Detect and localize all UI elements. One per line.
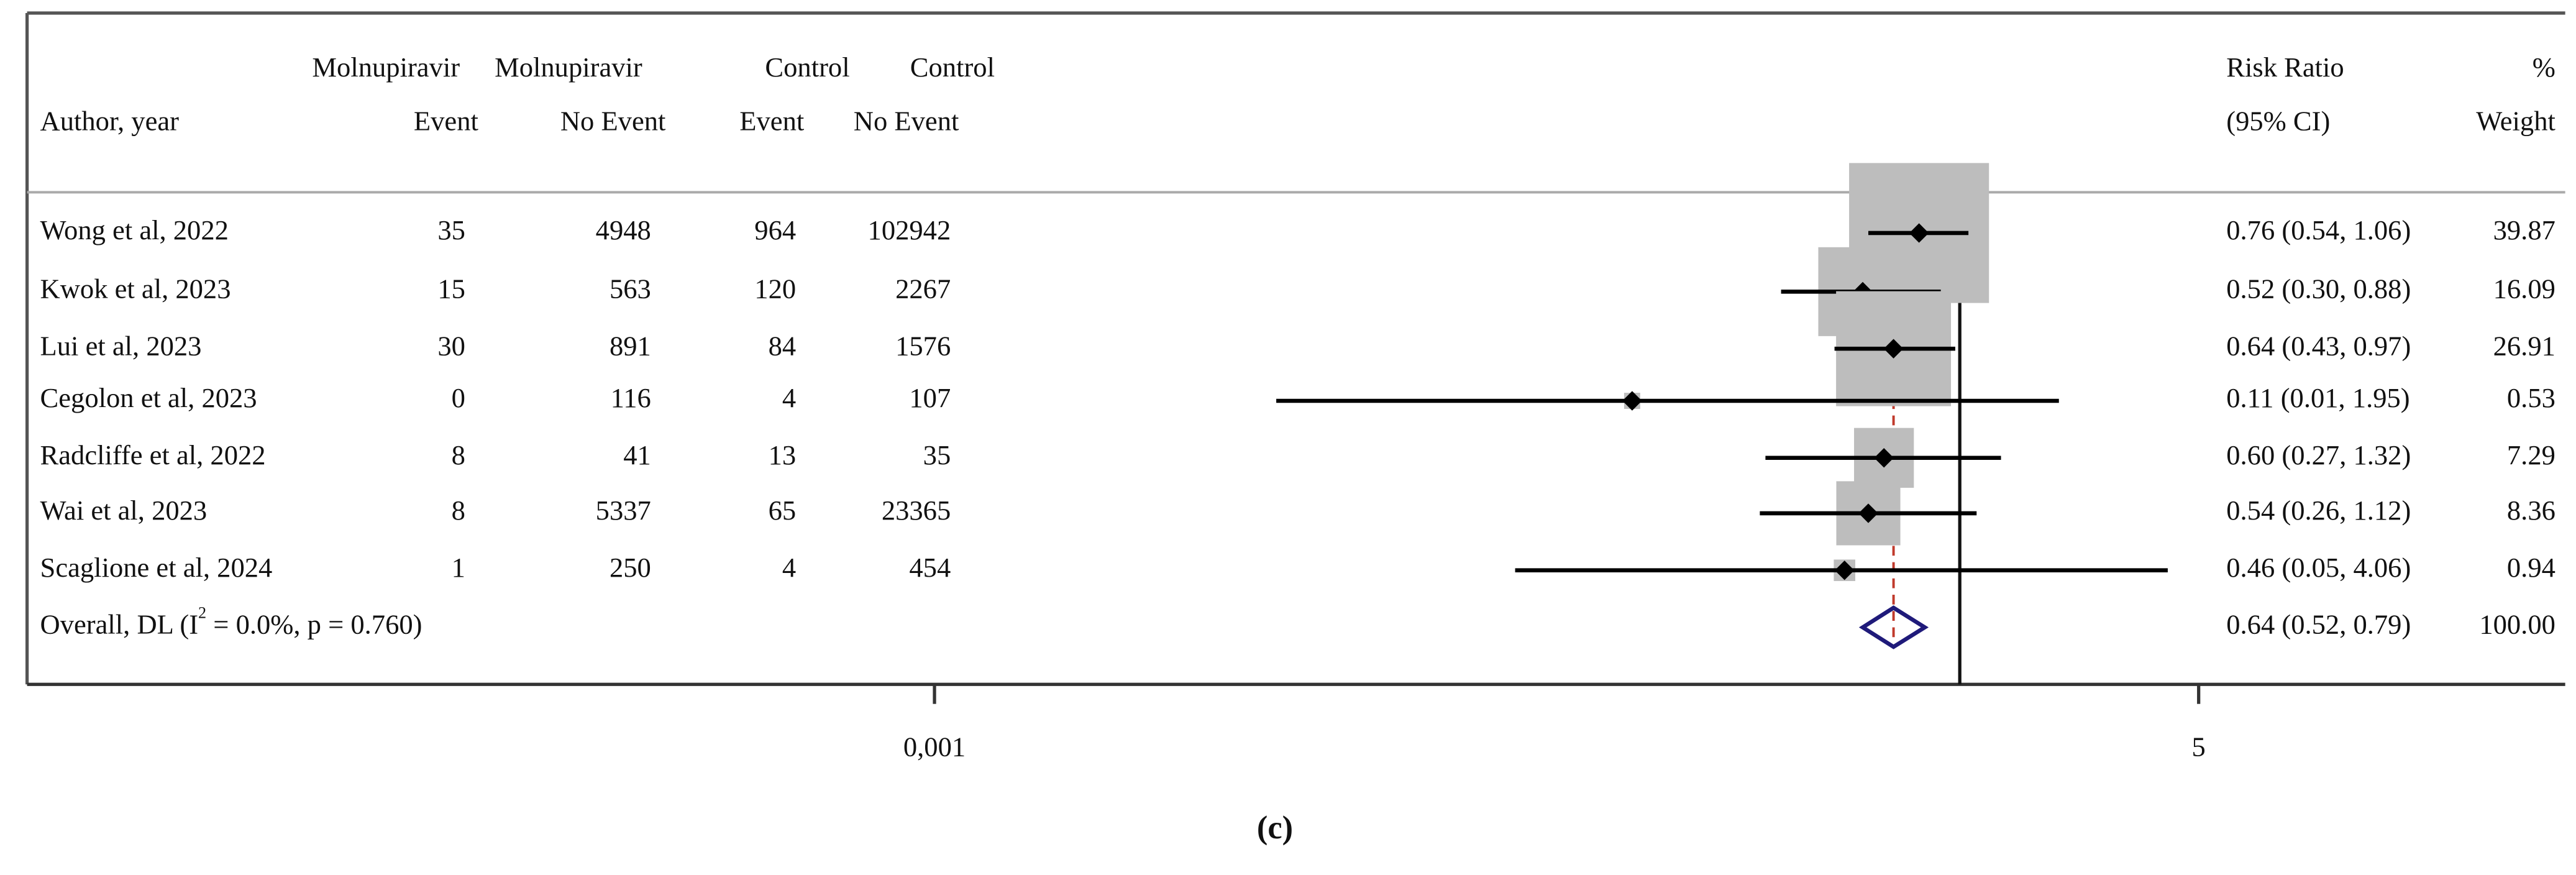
study-name: Scaglione et al, 2024 (40, 552, 273, 583)
count-cell: 454 (909, 552, 951, 583)
count-cell: 4 (782, 552, 796, 583)
study-name: Cegolon et al, 2023 (40, 382, 257, 413)
count-cell: 891 (610, 330, 651, 361)
overall-name-part: = 0.0%, p = 0.760) (206, 609, 422, 640)
count-cell: 13 (769, 439, 797, 470)
column-header: Control (765, 52, 849, 83)
column-header: Event (739, 106, 805, 137)
effect-label: 0.11 (0.01, 1.95) (2226, 382, 2409, 413)
x-tick-label: 5 (2192, 731, 2206, 762)
caption: (c) (1257, 810, 1293, 846)
count-cell: 65 (769, 495, 797, 526)
overall-superscript: 2 (198, 603, 206, 621)
effect-label: 0.76 (0.54, 1.06) (2226, 214, 2411, 245)
weight-label: 0.53 (2507, 382, 2555, 413)
study-name: Wai et al, 2023 (40, 495, 208, 526)
count-cell: 35 (923, 439, 951, 470)
effect-label: 0.46 (0.05, 4.06) (2226, 552, 2411, 583)
point-estimate (1909, 223, 1929, 243)
weight-header: Weight (2476, 106, 2555, 137)
count-cell: 120 (754, 273, 796, 305)
column-header: Molnupiravir (495, 52, 642, 83)
overall-name: Overall, DL (I2 = 0.0%, p = 0.760) (40, 603, 422, 639)
x-tick-label: 0,001 (903, 731, 966, 762)
study-name: Wong et al, 2022 (40, 214, 229, 245)
weight-label: 100.00 (2479, 609, 2555, 640)
count-cell: 8 (452, 439, 465, 470)
column-header: No Event (560, 106, 666, 137)
count-cell: 35 (437, 214, 465, 245)
column-header: No Event (854, 106, 959, 137)
effect-label: 0.54 (0.26, 1.12) (2226, 495, 2411, 526)
effect-label: 0.52 (0.30, 0.88) (2226, 273, 2411, 305)
count-cell: 250 (610, 552, 651, 583)
column-header: Molnupiravir (312, 52, 460, 83)
count-cell: 8 (452, 495, 465, 526)
weight-header: % (2533, 52, 2555, 83)
weight-label: 0.94 (2507, 552, 2555, 583)
count-cell: 563 (610, 273, 651, 305)
effect-label: 0.64 (0.52, 0.79) (2226, 609, 2411, 640)
count-cell: 102942 (868, 214, 951, 245)
overall-name-part: Overall, DL (I (40, 609, 198, 640)
count-cell: 41 (623, 439, 651, 470)
weight-label: 8.36 (2507, 495, 2555, 526)
point-estimate (1874, 448, 1894, 468)
count-cell: 23365 (882, 495, 951, 526)
count-cell: 4948 (596, 214, 651, 245)
count-cell: 4 (782, 382, 796, 413)
count-cell: 116 (611, 382, 651, 413)
count-cell: 1576 (895, 330, 951, 361)
point-estimate (1622, 391, 1642, 411)
effect-header: Risk Ratio (2226, 52, 2344, 83)
count-cell: 15 (437, 273, 465, 305)
point-estimate (1858, 503, 1878, 523)
count-cell: 84 (769, 330, 797, 361)
weight-label: 39.87 (2493, 214, 2555, 245)
study-name: Lui et al, 2023 (40, 330, 202, 361)
effect-label: 0.60 (0.27, 1.32) (2226, 439, 2411, 470)
effect-header: (95% CI) (2226, 106, 2330, 137)
count-cell: 107 (909, 382, 951, 413)
count-cell: 1 (452, 552, 465, 583)
weight-label: 7.29 (2507, 439, 2555, 470)
weight-label: 16.09 (2493, 273, 2555, 305)
count-cell: 2267 (895, 273, 951, 305)
weight-label: 26.91 (2493, 330, 2555, 361)
count-cell: 5337 (596, 495, 651, 526)
overall-diamond (1858, 605, 1929, 649)
point-estimate (1883, 339, 1904, 359)
count-cell: 0 (452, 382, 465, 413)
column-header: Control (910, 52, 995, 83)
study-name: Radcliffe et al, 2022 (40, 439, 266, 470)
author-header: Author, year (40, 106, 180, 137)
point-estimate (1834, 560, 1855, 580)
count-cell: 964 (754, 214, 796, 245)
count-cell: 30 (437, 330, 465, 361)
column-header: Event (414, 106, 479, 137)
study-name: Kwok et al, 2023 (40, 273, 231, 305)
background (11, 0, 2565, 875)
effect-label: 0.64 (0.43, 0.97) (2226, 330, 2411, 361)
